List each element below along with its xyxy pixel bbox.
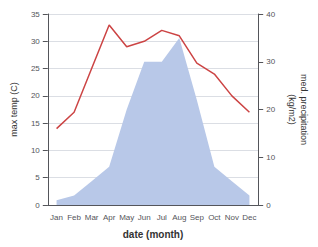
svg-text:30: 30 bbox=[31, 37, 40, 46]
svg-text:May: May bbox=[119, 213, 134, 222]
svg-text:Jul: Jul bbox=[157, 213, 167, 222]
svg-text:20: 20 bbox=[266, 105, 275, 114]
svg-text:date (month): date (month) bbox=[123, 229, 184, 240]
svg-text:5: 5 bbox=[35, 173, 40, 182]
svg-text:(kg/m2): (kg/m2) bbox=[287, 94, 297, 125]
svg-text:max temp (C): max temp (C) bbox=[9, 82, 19, 137]
svg-text:20: 20 bbox=[31, 91, 40, 100]
svg-text:Dec: Dec bbox=[242, 213, 256, 222]
svg-text:35: 35 bbox=[31, 10, 40, 19]
svg-text:25: 25 bbox=[31, 64, 40, 73]
svg-text:med. precipitation: med. precipitation bbox=[299, 74, 309, 145]
svg-text:15: 15 bbox=[31, 119, 40, 128]
svg-text:Feb: Feb bbox=[67, 213, 81, 222]
svg-text:Aug: Aug bbox=[172, 213, 186, 222]
svg-text:Mar: Mar bbox=[85, 213, 99, 222]
svg-text:40: 40 bbox=[266, 10, 275, 19]
svg-text:30: 30 bbox=[266, 57, 275, 66]
svg-text:0: 0 bbox=[35, 201, 40, 210]
svg-text:Jun: Jun bbox=[138, 213, 151, 222]
svg-text:0: 0 bbox=[266, 201, 271, 210]
svg-text:Apr: Apr bbox=[103, 213, 116, 222]
svg-text:Oct: Oct bbox=[208, 213, 221, 222]
svg-text:Nov: Nov bbox=[225, 213, 239, 222]
svg-text:10: 10 bbox=[31, 146, 40, 155]
svg-text:10: 10 bbox=[266, 153, 275, 162]
svg-text:Sep: Sep bbox=[190, 213, 205, 222]
svg-text:Jan: Jan bbox=[50, 213, 63, 222]
